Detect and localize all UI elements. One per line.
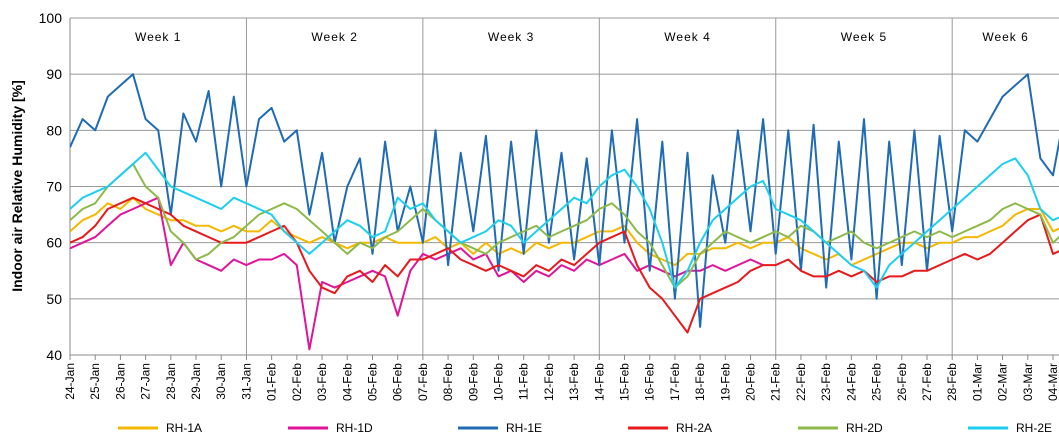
x-tick-label: 02-Feb [290, 363, 304, 401]
y-tick-label: 80 [46, 122, 62, 138]
legend-label: RH-2A [676, 421, 712, 435]
y-tick-label: 100 [39, 10, 63, 26]
x-tick-label: 27-Jan [139, 363, 153, 400]
x-tick-label: 24-Feb [844, 363, 858, 401]
x-tick-label: 01-Mar [970, 363, 984, 401]
week-label: Week 6 [982, 30, 1028, 44]
series-line [70, 151, 1059, 289]
plot-area [70, 73, 1059, 351]
x-tick-label: 24-Jan [63, 363, 77, 400]
x-tick-label: 20-Feb [744, 363, 758, 401]
series-line [70, 163, 1059, 289]
series-line [70, 196, 1059, 334]
legend-label: RH-2D [846, 421, 883, 435]
x-tick-label: 10-Feb [491, 363, 505, 401]
x-tick-label: 13-Feb [567, 363, 581, 401]
x-tick-label: 25-Jan [88, 363, 102, 400]
x-tick-label: 28-Jan [164, 363, 178, 400]
x-tick-label: 31-Jan [239, 363, 253, 400]
week-label: Week 2 [311, 30, 357, 44]
x-tick-label: 21-Feb [769, 363, 783, 401]
x-tick-label: 08-Feb [441, 363, 455, 401]
y-tick-label: 40 [46, 347, 62, 363]
x-tick-label: 07-Feb [416, 363, 430, 401]
y-tick-label: 60 [46, 235, 62, 251]
x-tick-label: 03-Feb [315, 363, 329, 401]
y-tick-label: 90 [46, 66, 62, 82]
y-axis-label: Indoor air Relative Humidity [%] [9, 80, 25, 292]
x-tick-label: 30-Jan [214, 363, 228, 400]
x-tick-label: 01-Feb [265, 363, 279, 401]
x-tick-label: 22-Feb [794, 363, 808, 401]
legend-label: RH-1A [166, 421, 202, 435]
week-label: Week 5 [841, 30, 887, 44]
x-tick-label: 17-Feb [668, 363, 682, 401]
y-tick-label: 50 [46, 291, 62, 307]
x-tick-label: 14-Feb [592, 363, 606, 401]
x-tick-label: 04-Feb [340, 363, 354, 401]
y-tick-label: 70 [46, 179, 62, 195]
week-label: Week 1 [135, 30, 181, 44]
week-label: Week 4 [664, 30, 710, 44]
x-tick-label: 25-Feb [870, 363, 884, 401]
x-tick-label: 12-Feb [542, 363, 556, 401]
x-tick-label: 26-Feb [895, 363, 909, 401]
legend-label: RH-1D [336, 421, 373, 435]
x-tick-label: 26-Jan [113, 363, 127, 400]
x-tick-label: 02-Mar [996, 363, 1010, 401]
x-tick-label: 16-Feb [643, 363, 657, 401]
x-tick-label: 05-Feb [365, 363, 379, 401]
legend-label: RH-1E [506, 421, 542, 435]
series-line [70, 196, 1059, 267]
legend-label: RH-2E [1016, 421, 1052, 435]
x-tick-label: 29-Jan [189, 363, 203, 400]
week-label: Week 3 [488, 30, 534, 44]
x-tick-label: 03-Mar [1021, 363, 1035, 401]
x-tick-label: 15-Feb [618, 363, 632, 401]
x-tick-label: 27-Feb [920, 363, 934, 401]
x-tick-label: 19-Feb [718, 363, 732, 401]
x-tick-label: 18-Feb [693, 363, 707, 401]
x-tick-label: 28-Feb [945, 363, 959, 401]
x-tick-label: 23-Feb [819, 363, 833, 401]
x-tick-label: 09-Feb [466, 363, 480, 401]
x-tick-label: 06-Feb [391, 363, 405, 401]
x-tick-label: 11-Feb [517, 363, 531, 400]
series-line [70, 73, 1059, 328]
x-tick-label: 04-Mar [1046, 363, 1059, 401]
